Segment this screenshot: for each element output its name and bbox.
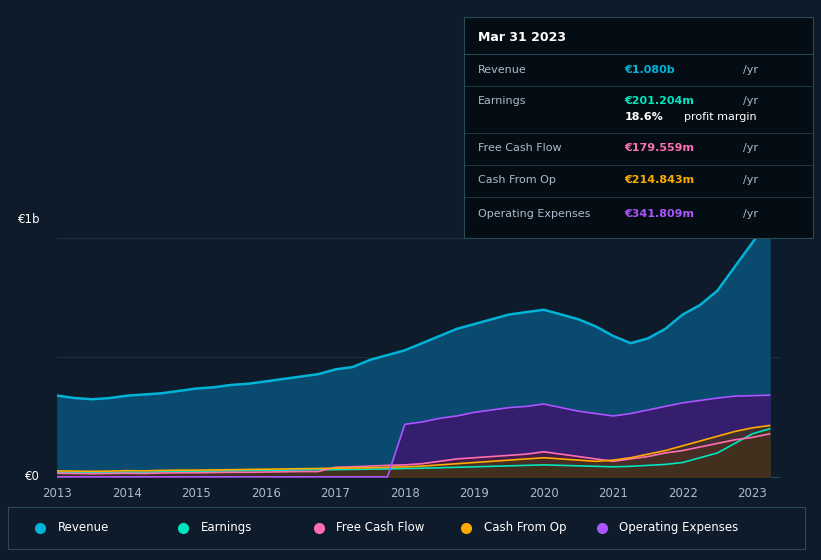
Text: /yr: /yr bbox=[743, 65, 758, 75]
Text: profit margin: profit margin bbox=[684, 113, 756, 123]
Text: Revenue: Revenue bbox=[57, 521, 109, 534]
Text: /yr: /yr bbox=[743, 96, 758, 106]
Text: /yr: /yr bbox=[743, 209, 758, 218]
Text: Operating Expenses: Operating Expenses bbox=[478, 209, 590, 218]
Text: €201.204m: €201.204m bbox=[624, 96, 695, 106]
Text: €179.559m: €179.559m bbox=[624, 143, 695, 153]
Text: €0: €0 bbox=[25, 470, 40, 483]
Text: Cash From Op: Cash From Op bbox=[478, 175, 556, 185]
Text: Mar 31 2023: Mar 31 2023 bbox=[478, 31, 566, 44]
Text: /yr: /yr bbox=[743, 143, 758, 153]
Text: /yr: /yr bbox=[743, 175, 758, 185]
Text: €1.080b: €1.080b bbox=[624, 65, 675, 75]
Text: Free Cash Flow: Free Cash Flow bbox=[478, 143, 562, 153]
Text: Revenue: Revenue bbox=[478, 65, 526, 75]
Text: Earnings: Earnings bbox=[201, 521, 252, 534]
Text: Operating Expenses: Operating Expenses bbox=[619, 521, 738, 534]
Text: 18.6%: 18.6% bbox=[624, 113, 663, 123]
Text: Earnings: Earnings bbox=[478, 96, 526, 106]
Text: €214.843m: €214.843m bbox=[624, 175, 695, 185]
Text: €341.809m: €341.809m bbox=[624, 209, 695, 218]
Text: Free Cash Flow: Free Cash Flow bbox=[337, 521, 424, 534]
Text: Cash From Op: Cash From Op bbox=[484, 521, 566, 534]
Text: €1b: €1b bbox=[17, 213, 40, 226]
